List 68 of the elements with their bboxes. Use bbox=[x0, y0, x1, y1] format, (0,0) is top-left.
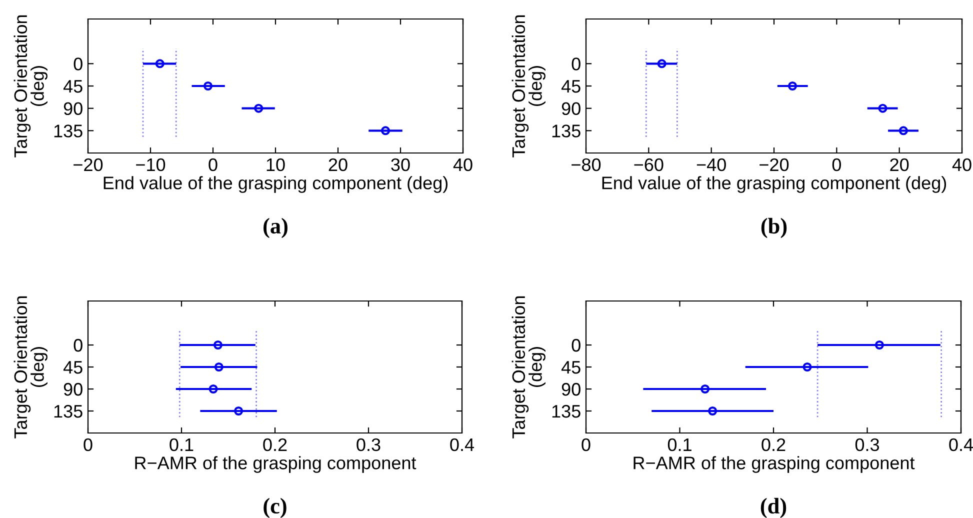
text: (a) bbox=[264, 218, 288, 238]
y-tick-label: 0 bbox=[572, 58, 580, 70]
point bbox=[700, 384, 710, 394]
point bbox=[213, 340, 222, 350]
x-tick-label: 0.3 bbox=[356, 438, 380, 452]
y-tick-label: 90 bbox=[64, 102, 82, 116]
x-tick-label: 10 bbox=[266, 158, 285, 172]
point bbox=[214, 362, 224, 372]
x-axis-title: End value of the grasping component (deg) bbox=[104, 176, 448, 193]
y-tick-label: 0 bbox=[572, 338, 580, 352]
y-tick-label: 45 bbox=[561, 80, 580, 93]
text: (c) bbox=[264, 498, 286, 518]
x-tick-label: 0.4 bbox=[949, 438, 973, 452]
x-tick-label: 0.1 bbox=[668, 438, 692, 452]
point bbox=[208, 384, 218, 394]
text: (b) bbox=[761, 218, 787, 238]
y-tick-label: 0 bbox=[74, 338, 82, 352]
y-tick-label: 0 bbox=[74, 58, 82, 70]
x-tick-label: 0.3 bbox=[855, 438, 880, 452]
point bbox=[878, 104, 888, 113]
x-tick-label: 0 bbox=[582, 438, 590, 452]
x-tick-label: −40 bbox=[696, 158, 726, 172]
x-tick-label: 0.2 bbox=[762, 438, 786, 452]
y-axis-title: Target Orientation (deg) bbox=[512, 296, 546, 438]
x-tick-label: 0.1 bbox=[170, 438, 194, 452]
point bbox=[788, 81, 798, 91]
y-tick-label: 135 bbox=[552, 404, 580, 418]
x-tick-label: 0.2 bbox=[263, 438, 287, 452]
x-tick-label: −10 bbox=[136, 158, 166, 172]
x-tick-label: −80 bbox=[572, 158, 601, 172]
x-tick-label: −20 bbox=[74, 158, 103, 172]
text: (d) bbox=[760, 498, 786, 518]
point bbox=[254, 104, 264, 113]
x-tick-label: 0 bbox=[84, 438, 92, 452]
x-tick-label: 0.4 bbox=[450, 438, 474, 452]
x-tick-label: 0 bbox=[832, 158, 841, 172]
x-axis-title: End value of the grasping component (deg) bbox=[602, 176, 946, 193]
point bbox=[657, 59, 666, 68]
y-axis-title: Target Orientation (deg) bbox=[14, 15, 48, 158]
point bbox=[203, 81, 213, 91]
point bbox=[234, 406, 244, 416]
y-tick-label: 135 bbox=[54, 124, 82, 138]
x-tick-label: 20 bbox=[890, 158, 909, 172]
x-tick-label: 30 bbox=[391, 158, 410, 172]
point bbox=[874, 340, 884, 350]
x-tick-label: −60 bbox=[634, 158, 664, 172]
point bbox=[802, 362, 812, 372]
y-tick-label: 90 bbox=[562, 382, 580, 396]
x-axis-title: R−AMR of the grasping component bbox=[135, 456, 416, 473]
y-tick-label: 90 bbox=[562, 102, 580, 116]
x-tick-label: −20 bbox=[760, 158, 789, 172]
y-tick-label: 135 bbox=[54, 404, 82, 418]
x-tick-label: 20 bbox=[328, 158, 348, 172]
x-tick-label: 0 bbox=[208, 158, 218, 172]
x-axis-title: R−AMR of the grasping component bbox=[634, 456, 915, 473]
x-tick-label: 40 bbox=[952, 158, 972, 172]
point bbox=[708, 406, 718, 416]
y-axis-title: Target Orientation (deg) bbox=[14, 296, 48, 438]
y-tick-label: 135 bbox=[552, 124, 580, 138]
y-tick-label: 90 bbox=[64, 382, 82, 396]
point bbox=[155, 59, 164, 68]
y-tick-label: 45 bbox=[63, 80, 82, 93]
y-tick-label: 45 bbox=[561, 361, 580, 374]
point bbox=[898, 126, 908, 136]
y-tick-label: 45 bbox=[63, 361, 82, 374]
y-axis-title: Target Orientation (deg) bbox=[512, 15, 546, 158]
point bbox=[380, 126, 390, 136]
x-tick-label: 40 bbox=[453, 158, 472, 172]
